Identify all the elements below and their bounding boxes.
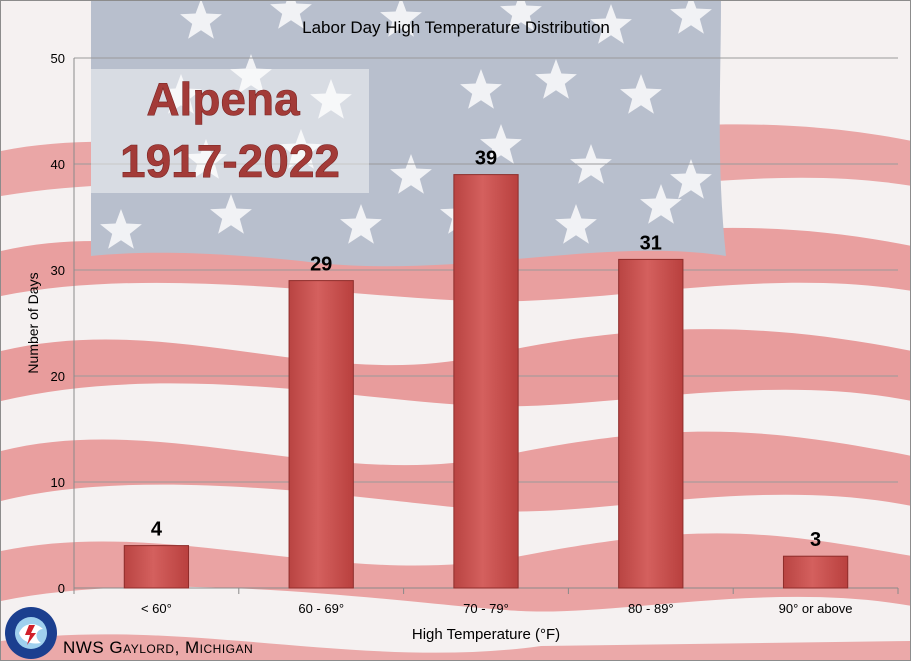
y-tick-label: 10 [51,475,65,490]
flag-star [590,4,632,44]
chart-title: Labor Day High Temperature Distribution [302,18,610,37]
bars [123,174,849,589]
x-tick-label-3: 80 - 89° [628,601,674,616]
data-labels: 4 29 39 31 3 [151,148,821,552]
data-label-2: 39 [475,148,497,170]
flag-star [310,79,352,119]
bar-2 [453,174,519,589]
x-axis-label: High Temperature (°F) [412,626,560,643]
flag-star [280,129,322,169]
data-label-1: 29 [310,254,332,276]
bar-3 [618,258,684,589]
station-years: 1917-2022 [120,135,340,187]
flag-star [620,74,662,114]
y-tick-label: 0 [58,581,65,596]
flag-star [480,124,522,164]
data-label-0: 4 [151,519,163,541]
flag-star [185,139,227,179]
nws-logo-bolt [25,625,36,645]
y-tick-label: 50 [51,51,65,66]
x-tick-label-2: 70 - 79° [463,601,509,616]
y-tick-label: 20 [51,369,65,384]
x-axis-ticks [73,588,899,594]
station-name: Alpena [146,73,300,125]
x-tick-label-1: 60 - 69° [298,601,344,616]
bar-1 [288,280,354,589]
data-label-3: 31 [640,232,662,254]
station-overlay: Alpena 1917-2022 [91,69,369,193]
flag-star [535,59,577,99]
flag-star [640,184,682,224]
y-axis-tick-labels: 0 10 20 30 40 50 [51,51,65,596]
flag-star [555,204,597,244]
flag-star [500,1,542,31]
bar-0 [123,545,190,589]
flag-star [210,194,252,234]
flag-star [340,204,382,244]
flag-star [380,1,422,37]
x-tick-label-4: 90° or above [779,601,853,616]
y-tick-label: 30 [51,263,65,278]
flag-star [390,154,432,194]
office-name: NWS Gaylord, Michigan [63,638,253,657]
flag-star [460,69,502,109]
flag-star [100,209,142,249]
x-axis-tick-labels: < 60° 60 - 69° 70 - 79° 80 - 89° 90° or abov… [141,601,853,616]
station-overlay-box [91,69,369,193]
flag-star [180,1,222,39]
x-tick-label-0: < 60° [141,601,172,616]
flag-star [670,159,712,199]
flag-star [670,1,712,34]
data-label-4: 3 [810,529,821,551]
y-axis-label: Number of Days [25,272,41,373]
flag-star [160,74,202,114]
y-tick-label: 40 [51,157,65,172]
flag-star [230,54,272,94]
plot-area: 0 10 20 30 40 50 4 29 39 31 3 < 60° 60 - 69° 70 - 7… [51,51,899,616]
nws-logo [5,607,57,659]
bar-4 [782,555,849,589]
flag-star [270,1,312,29]
